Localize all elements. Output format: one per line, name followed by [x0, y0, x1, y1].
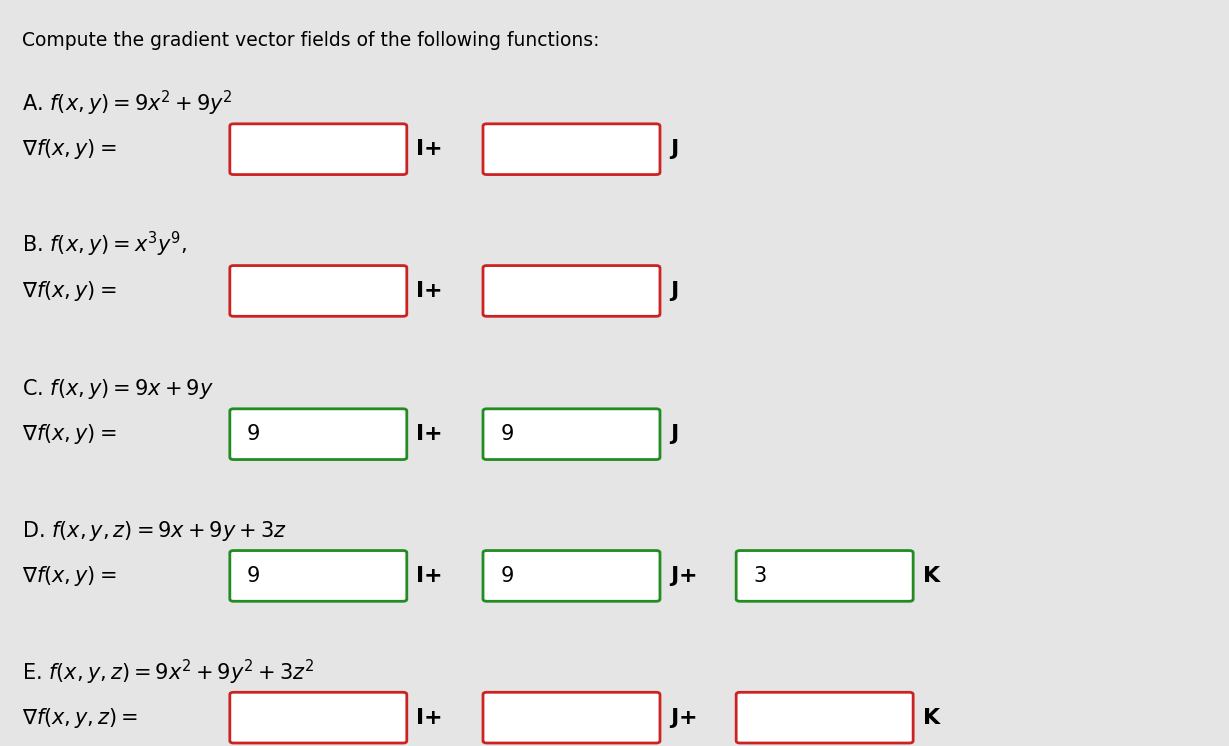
FancyBboxPatch shape [483, 124, 660, 175]
Text: $\mathbf{K}$: $\mathbf{K}$ [922, 566, 941, 586]
Text: $\nabla f(x, y) =$: $\nabla f(x, y) =$ [22, 279, 117, 303]
FancyBboxPatch shape [230, 551, 407, 601]
FancyBboxPatch shape [230, 266, 407, 316]
Text: $\mathbf{J}$: $\mathbf{J}$ [669, 137, 678, 161]
FancyBboxPatch shape [483, 266, 660, 316]
Text: D. $f(x, y, z) = 9x + 9y + 3z$: D. $f(x, y, z) = 9x + 9y + 3z$ [22, 519, 286, 543]
Text: 9: 9 [247, 566, 261, 586]
Text: $\mathbf{J}$: $\mathbf{J}$ [669, 422, 678, 446]
Text: $\mathbf{I}$$\mathbf{+}$$\mathbf{}$: $\mathbf{I}$$\mathbf{+}$$\mathbf{}$ [415, 708, 442, 727]
Text: $\mathbf{K}$: $\mathbf{K}$ [922, 708, 941, 727]
Text: B. $f(x, y) = x^3y^9,$: B. $f(x, y) = x^3y^9,$ [22, 230, 188, 260]
Text: C. $f(x, y) = 9x + 9y$: C. $f(x, y) = 9x + 9y$ [22, 377, 214, 401]
Text: 9: 9 [500, 424, 514, 444]
FancyBboxPatch shape [483, 551, 660, 601]
Text: 9: 9 [247, 424, 261, 444]
FancyBboxPatch shape [483, 409, 660, 460]
FancyBboxPatch shape [230, 124, 407, 175]
Text: E. $f(x, y, z) = 9x^2 + 9y^2 + 3z^2$: E. $f(x, y, z) = 9x^2 + 9y^2 + 3z^2$ [22, 658, 315, 688]
FancyBboxPatch shape [230, 692, 407, 743]
FancyBboxPatch shape [230, 409, 407, 460]
Text: $\mathbf{J}$: $\mathbf{J}$ [669, 279, 678, 303]
Text: $\mathbf{I}$$\mathbf{+}$$\mathbf{}$: $\mathbf{I}$$\mathbf{+}$$\mathbf{}$ [415, 281, 442, 301]
Text: Compute the gradient vector fields of the following functions:: Compute the gradient vector fields of th… [22, 31, 600, 50]
Text: $\mathbf{J}$$\mathbf{+}$$\mathbf{}$: $\mathbf{J}$$\mathbf{+}$$\mathbf{}$ [669, 564, 697, 588]
Text: $\mathbf{I}$$\mathbf{+}$$\mathbf{}$: $\mathbf{I}$$\mathbf{+}$$\mathbf{}$ [415, 424, 442, 444]
Text: 3: 3 [753, 566, 767, 586]
Text: $\nabla f(x, y) =$: $\nabla f(x, y) =$ [22, 137, 117, 161]
Text: $\mathbf{J}$$\mathbf{+}$$\mathbf{}$: $\mathbf{J}$$\mathbf{+}$$\mathbf{}$ [669, 706, 697, 730]
FancyBboxPatch shape [483, 692, 660, 743]
FancyBboxPatch shape [736, 692, 913, 743]
FancyBboxPatch shape [736, 551, 913, 601]
Text: $\nabla f(x, y) =$: $\nabla f(x, y) =$ [22, 564, 117, 588]
Text: $\mathbf{I}$$\mathbf{+}$$\mathbf{}$: $\mathbf{I}$$\mathbf{+}$$\mathbf{}$ [415, 140, 442, 159]
Text: 9: 9 [500, 566, 514, 586]
Text: $\nabla f(x, y) =$: $\nabla f(x, y) =$ [22, 422, 117, 446]
Text: $\nabla f(x, y, z) =$: $\nabla f(x, y, z) =$ [22, 706, 139, 730]
Text: $\mathbf{I}$$\mathbf{+}$$\mathbf{}$: $\mathbf{I}$$\mathbf{+}$$\mathbf{}$ [415, 566, 442, 586]
Text: A. $f(x, y) = 9x^2 + 9y^2$: A. $f(x, y) = 9x^2 + 9y^2$ [22, 88, 234, 118]
